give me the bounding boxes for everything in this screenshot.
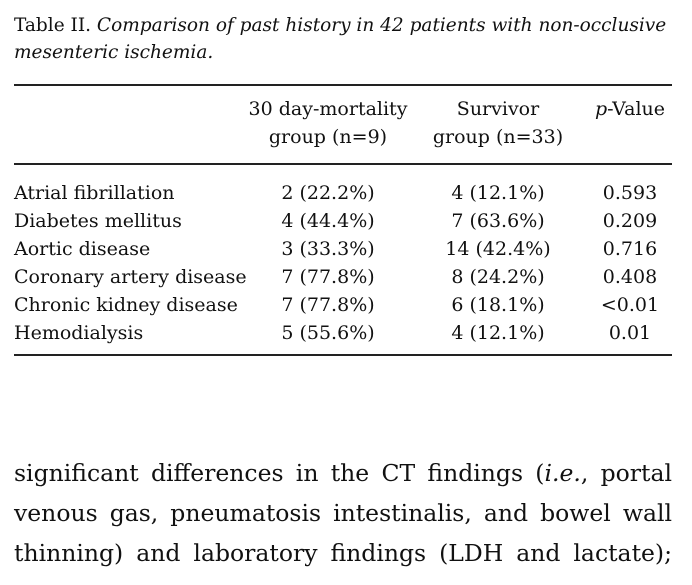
text-segment: thinning) and laboratory findings (LDH a… xyxy=(14,539,672,567)
table-cell: 4 (44.4%) xyxy=(281,210,375,232)
text-line: venous gas, pneumatosis intestinalis, an… xyxy=(14,493,672,533)
header-rule xyxy=(14,163,672,165)
table-cell: 14 (42.4%) xyxy=(445,238,551,260)
body-text: significant differences in the CT findin… xyxy=(14,453,672,573)
table-cell: 3 (33.3%) xyxy=(281,238,375,260)
row-label: Hemodialysis xyxy=(14,322,144,344)
row-label: Aortic disease xyxy=(14,238,151,260)
row-label: Atrial fibrillation xyxy=(14,182,175,204)
text-segment: , portal xyxy=(580,459,672,487)
table-cell: 7 (77.8%) xyxy=(281,294,375,316)
caption-label: Table II. xyxy=(14,15,92,36)
top-rule xyxy=(14,84,672,86)
text-segment: i.e. xyxy=(544,459,581,487)
column-header: p-Value xyxy=(580,95,680,123)
table-cell: 0.593 xyxy=(602,182,658,204)
table-cell: 7 (63.6%) xyxy=(451,210,545,232)
table-cell: 8 (24.2%) xyxy=(451,266,545,288)
text-line: significant differences in the CT findin… xyxy=(14,453,672,493)
table-cell: 6 (18.1%) xyxy=(451,294,545,316)
bottom-rule xyxy=(14,354,672,356)
table-cell: 4 (12.1%) xyxy=(451,322,545,344)
row-label: Diabetes mellitus xyxy=(14,210,182,232)
header-text: -Value xyxy=(607,98,666,120)
header-line: group (n=9) xyxy=(268,126,388,148)
column-header: Survivor group (n=33) xyxy=(408,95,588,151)
column-header: 30 day-mortality group (n=9) xyxy=(238,95,418,151)
table-cell: 0.408 xyxy=(602,266,658,288)
table-cell: 0.209 xyxy=(602,210,658,232)
table-cell: 0.01 xyxy=(608,322,652,344)
text-segment: venous gas, pneumatosis intestinalis, an… xyxy=(14,499,672,527)
table-cell: <0.01 xyxy=(600,294,660,316)
table-cell: 2 (22.2%) xyxy=(281,182,375,204)
header-line: 30 day-mortality xyxy=(248,98,408,120)
header-line: Survivor xyxy=(456,98,540,120)
caption-text: Comparison of past history in 42 patient… xyxy=(14,15,667,63)
table-cell: 4 (12.1%) xyxy=(451,182,545,204)
table-cell: 7 (77.8%) xyxy=(281,266,375,288)
header-italic: p xyxy=(594,98,608,120)
row-label: Coronary artery disease xyxy=(14,266,247,288)
text-segment: significant differences in the CT findin… xyxy=(14,459,545,487)
header-line: group (n=33) xyxy=(432,126,564,148)
table-cell: 5 (55.6%) xyxy=(281,322,375,344)
row-label: Chronic kidney disease xyxy=(14,294,238,316)
table-caption: Table II. Comparison of past history in … xyxy=(14,12,679,66)
table-cell: 0.716 xyxy=(602,238,658,260)
text-line: thinning) and laboratory findings (LDH a… xyxy=(14,533,672,573)
